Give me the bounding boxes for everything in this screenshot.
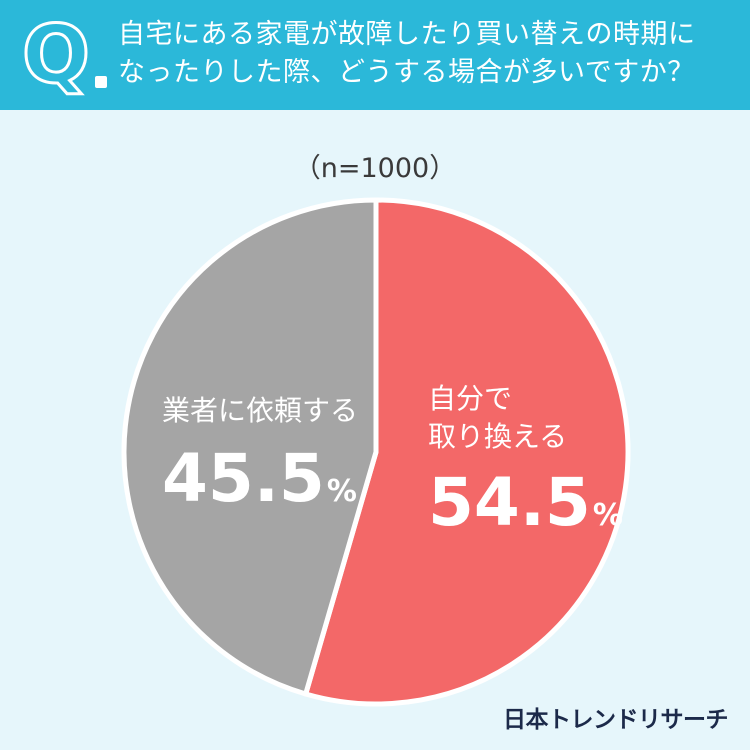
brand-logo-text: 日本トレンドリサーチ — [503, 707, 729, 733]
question-header: Q 自宅にある家電が故障したり買い替えの時期に なったりした際、どうする場合が多… — [0, 0, 750, 110]
sample-size: （n=1000） — [293, 153, 457, 184]
slice-label-contractor-line1: 業者に依頼する — [162, 394, 359, 427]
slice-label-self-replace-line1: 自分で — [428, 382, 513, 415]
question-text: 自宅にある家電が故障したり買い替えの時期に なったりした際、どうする場合が多いで… — [118, 16, 738, 92]
slice-label-self-replace: 自分で 取り換える 54.5% — [428, 380, 623, 536]
question-line-1: 自宅にある家電が故障したり買い替えの時期に — [118, 19, 696, 50]
question-mark: Q — [20, 8, 91, 101]
slice-label-self-replace-line2: 取り換える — [428, 420, 568, 453]
question-mark-dot — [95, 76, 107, 88]
slice-value-contractor-unit: % — [326, 474, 357, 509]
slice-value-contractor-number: 45.5 — [162, 440, 325, 517]
slice-value-contractor: 45.5% — [162, 446, 358, 512]
pie-slice-contractor — [121, 197, 379, 697]
slice-value-self-replace: 54.5% — [428, 470, 623, 536]
pie-slice-self-replace — [303, 197, 631, 707]
slice-label-contractor: 業者に依頼する 45.5% — [162, 392, 358, 512]
slice-value-self-replace-number: 54.5 — [428, 464, 591, 541]
question-line-2: なったりした際、どうする場合が多いですか？ — [118, 57, 695, 88]
slice-value-self-replace-unit: % — [592, 498, 623, 533]
